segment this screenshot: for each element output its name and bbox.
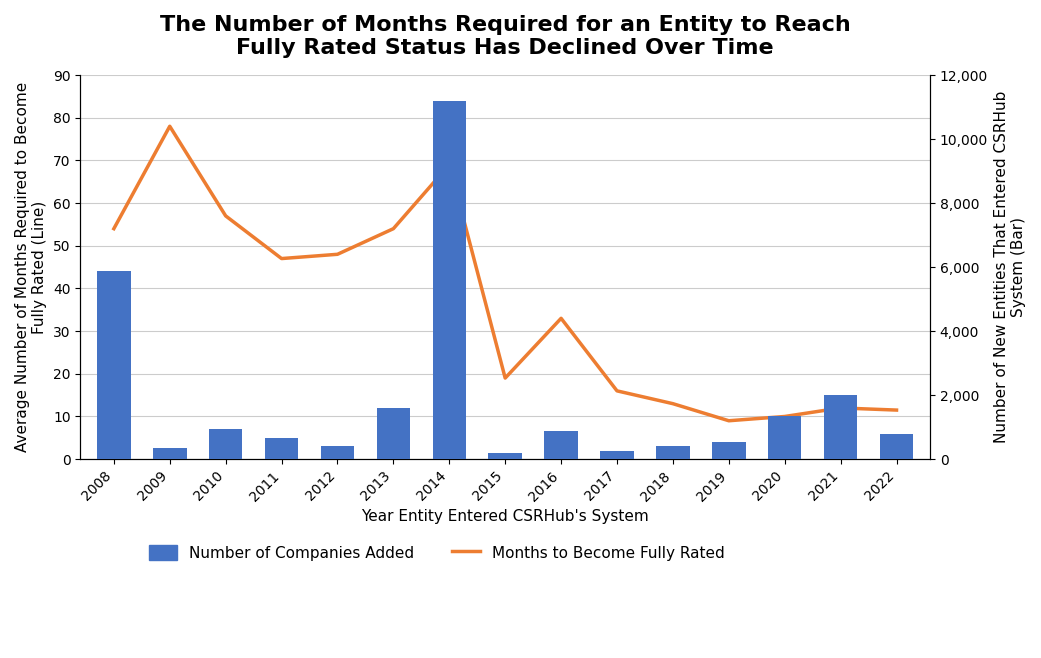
Months to Become Fully Rated bbox=[220, 212, 232, 220]
Bar bbox=[768, 417, 802, 459]
Bar bbox=[97, 271, 130, 459]
Y-axis label: Average Number of Months Required to Become
Fully Rated (Line): Average Number of Months Required to Bec… bbox=[15, 82, 48, 452]
Months to Become Fully Rated bbox=[722, 417, 735, 424]
Y-axis label: Number of New Entities That Entered CSRHub
System (Bar): Number of New Entities That Entered CSRH… bbox=[993, 91, 1026, 443]
Bar bbox=[823, 395, 858, 459]
Months to Become Fully Rated bbox=[890, 406, 903, 414]
Bar bbox=[601, 451, 634, 459]
Title: The Number of Months Required for an Entity to Reach
Fully Rated Status Has Decl: The Number of Months Required for an Ent… bbox=[160, 15, 850, 58]
Months to Become Fully Rated bbox=[779, 413, 791, 420]
Months to Become Fully Rated bbox=[275, 255, 287, 263]
X-axis label: Year Entity Entered CSRHub's System: Year Entity Entered CSRHub's System bbox=[361, 509, 649, 524]
Bar bbox=[712, 442, 745, 459]
Months to Become Fully Rated bbox=[163, 122, 176, 130]
Line: Months to Become Fully Rated: Months to Become Fully Rated bbox=[113, 126, 896, 420]
Months to Become Fully Rated bbox=[387, 225, 400, 233]
Bar bbox=[264, 438, 299, 459]
Months to Become Fully Rated bbox=[666, 399, 679, 407]
Bar bbox=[321, 446, 354, 459]
Bar bbox=[488, 453, 522, 459]
Bar bbox=[432, 101, 466, 459]
Months to Become Fully Rated bbox=[107, 225, 120, 233]
Legend: Number of Companies Added, Months to Become Fully Rated: Number of Companies Added, Months to Bec… bbox=[144, 538, 731, 567]
Months to Become Fully Rated bbox=[835, 404, 847, 412]
Bar bbox=[880, 434, 913, 459]
Months to Become Fully Rated bbox=[499, 374, 511, 382]
Bar bbox=[656, 446, 690, 459]
Months to Become Fully Rated bbox=[555, 315, 567, 322]
Bar bbox=[377, 408, 410, 459]
Months to Become Fully Rated bbox=[611, 387, 624, 395]
Bar bbox=[153, 449, 186, 459]
Bar bbox=[209, 429, 243, 459]
Months to Become Fully Rated bbox=[331, 250, 344, 258]
Bar bbox=[544, 432, 578, 459]
Months to Become Fully Rated bbox=[443, 161, 456, 168]
